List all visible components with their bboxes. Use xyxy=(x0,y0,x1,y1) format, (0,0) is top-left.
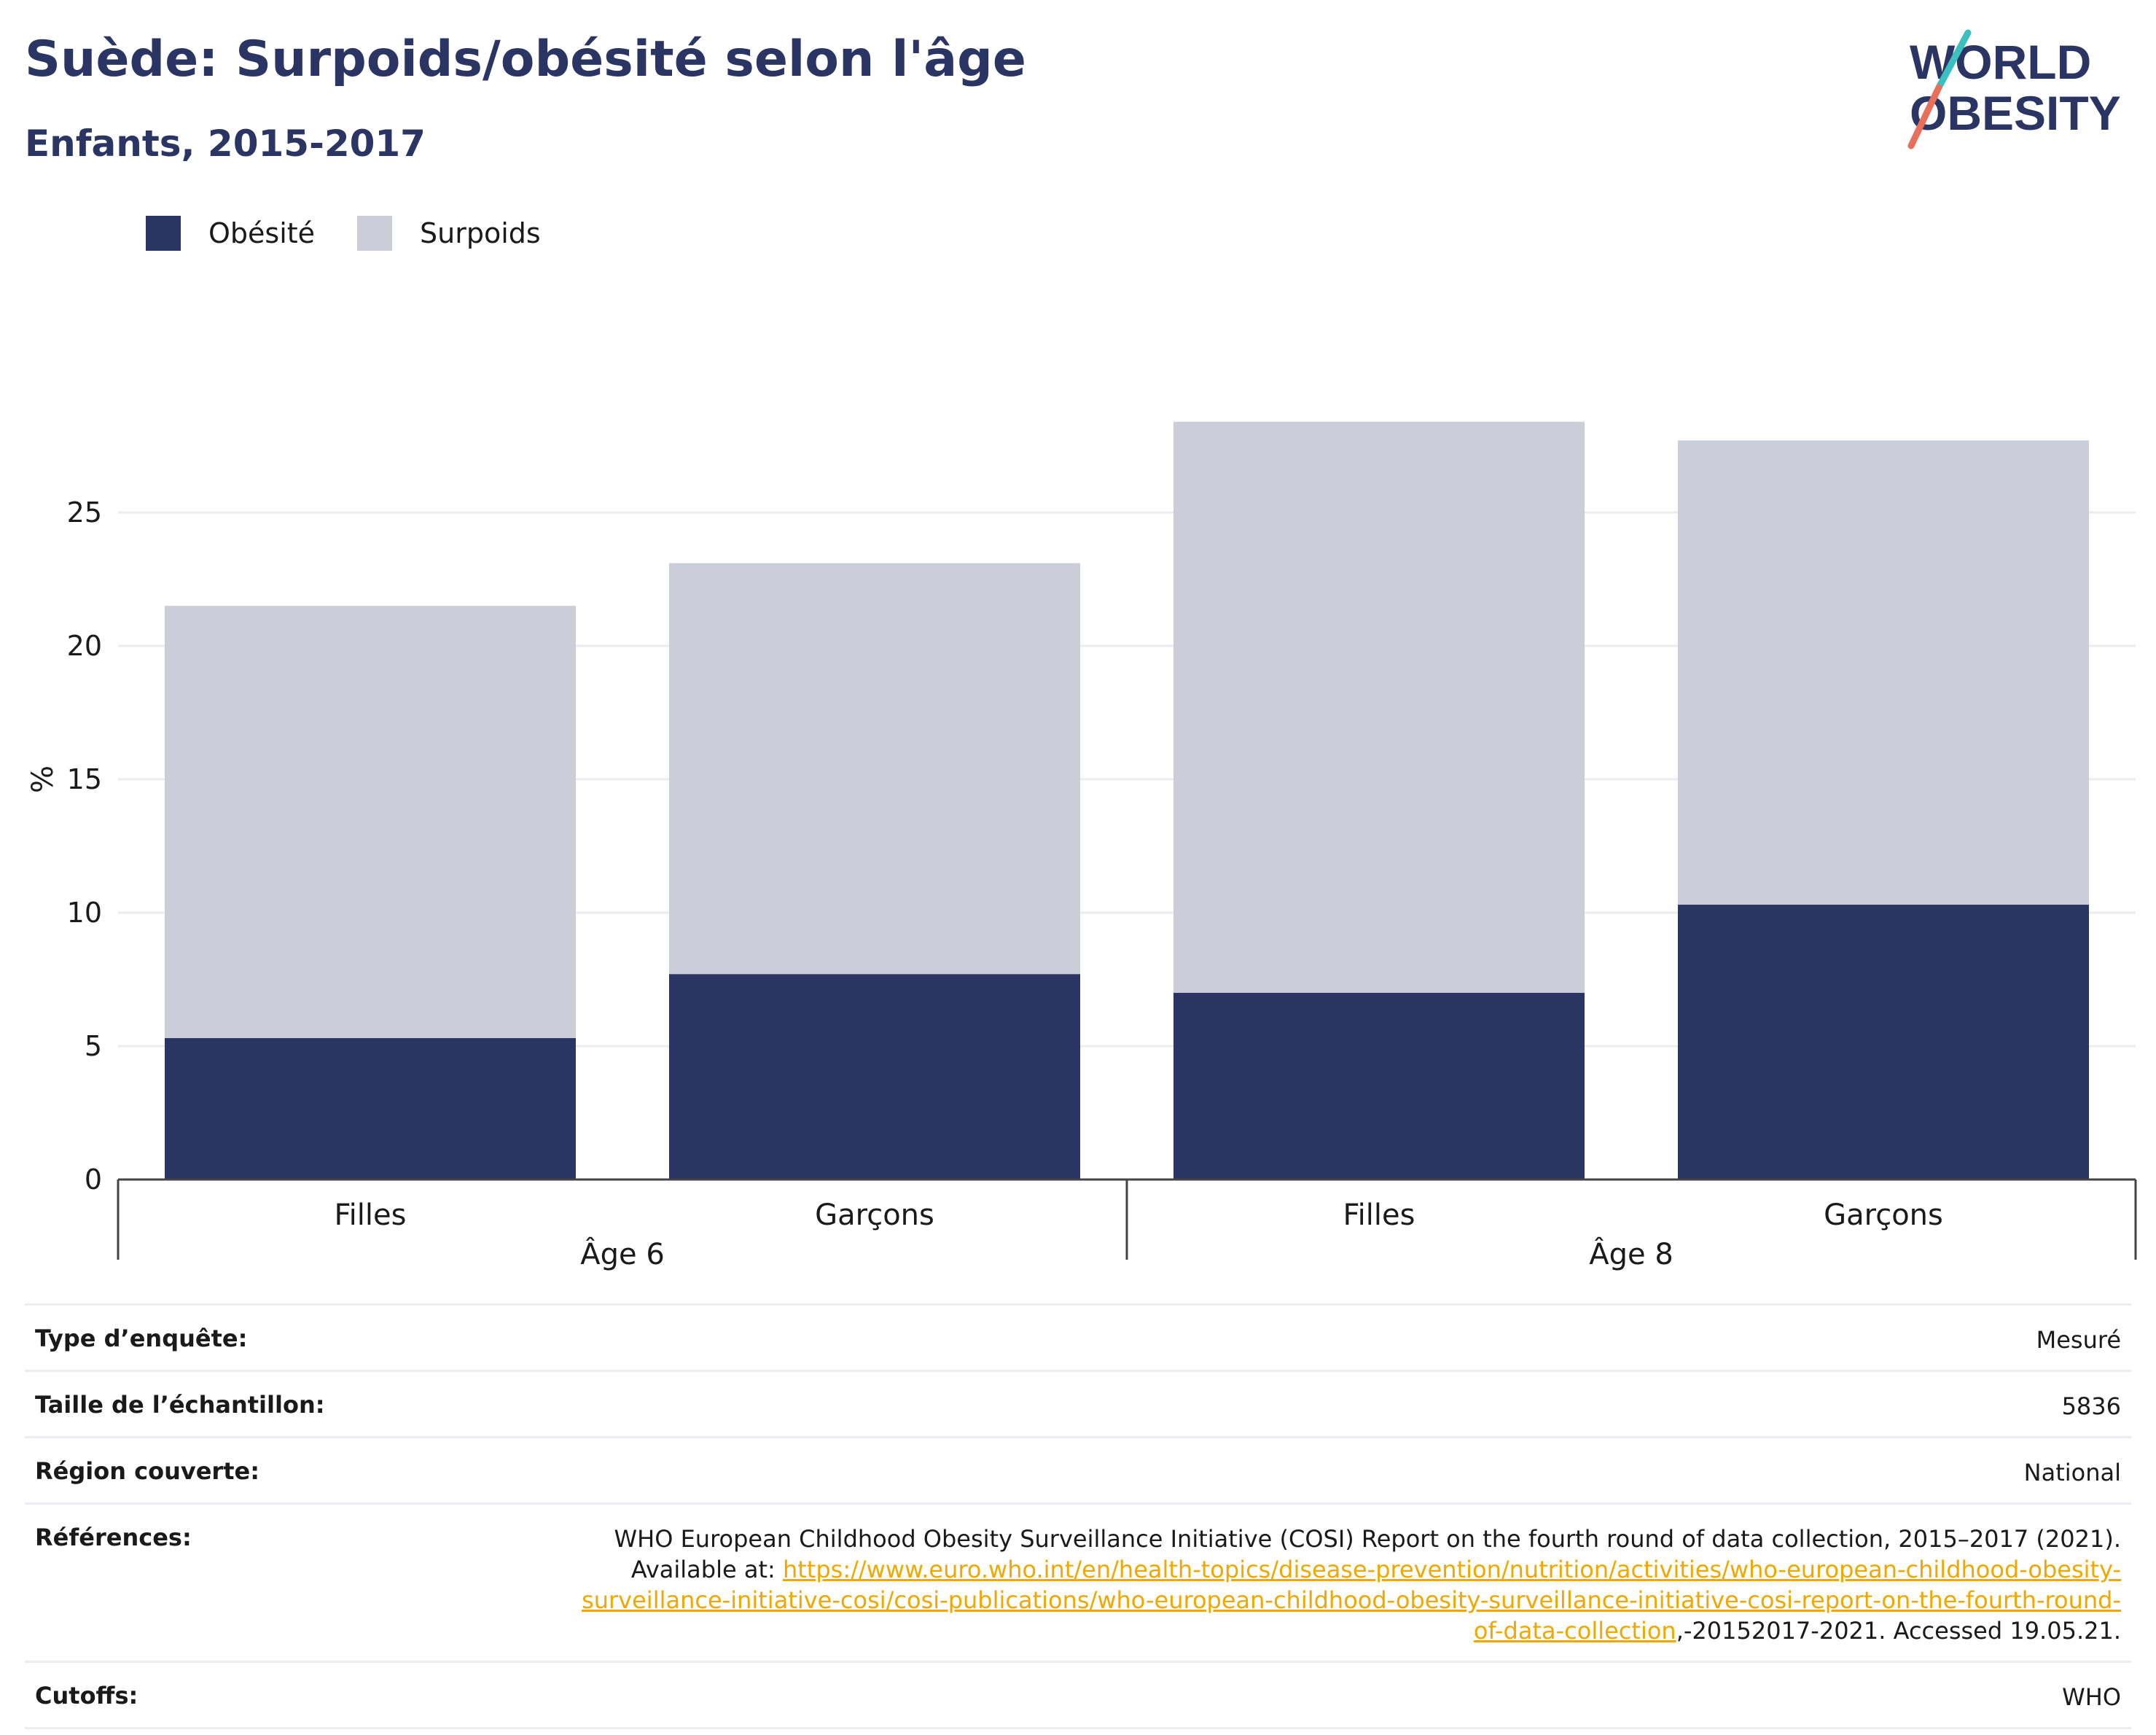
info-row-sample-size: Taille de l’échantillon: 5836 xyxy=(25,1370,2131,1436)
references-value: WHO European Childhood Obesity Surveilla… xyxy=(561,1524,2121,1646)
svg-text:WORLD: WORLD xyxy=(1910,35,2091,89)
info-row-references: Références: WHO European Childhood Obesi… xyxy=(25,1502,2131,1661)
survey-type-value: Mesuré xyxy=(2036,1326,2121,1354)
bar-surpoids xyxy=(1173,421,1585,993)
legend-label-obesite: Obésité xyxy=(208,217,316,249)
svg-text:OBESITY: OBESITY xyxy=(1910,86,2121,140)
y-tick-label: 10 xyxy=(67,897,102,929)
group-label: Âge 6 xyxy=(580,1236,665,1271)
region-value: National xyxy=(2023,1459,2121,1486)
y-axis-label: % xyxy=(26,765,60,793)
cutoffs-label: Cutoffs: xyxy=(35,1682,138,1709)
x-tick-label: Garçons xyxy=(1824,1198,1943,1232)
group-label: Âge 8 xyxy=(1589,1236,1673,1271)
info-row-survey-type: Type d’enquête: Mesuré xyxy=(25,1303,2131,1370)
survey-type-label: Type d’enquête: xyxy=(35,1325,248,1352)
references-link[interactable]: https://www.euro.who.int/en/health-topic… xyxy=(582,1556,2121,1645)
stacked-bar-chart: 0 5 10 15 20 25% Filles Garçons Filles Garçons Âge… xyxy=(26,421,2137,1271)
bar-obesite xyxy=(165,1038,576,1180)
references-accessed: ,-20152017-2021. Accessed 19.05.21. xyxy=(1676,1617,2121,1645)
y-tick-label: 15 xyxy=(67,763,102,795)
info-row-cutoffs: Cutoffs: WHO xyxy=(25,1661,2131,1729)
references-label: Références: xyxy=(35,1524,192,1551)
legend-label-surpoids: Surpoids xyxy=(420,217,541,249)
chart-legend: Obésité Surpoids xyxy=(146,216,583,251)
bar-surpoids xyxy=(669,563,1080,975)
y-tick-label: 0 xyxy=(85,1163,102,1196)
chart-subtitle: Enfants, 2015-2017 xyxy=(25,122,426,165)
legend-item-obesite[interactable]: Obésité xyxy=(146,216,315,251)
info-row-region: Région couverte: National xyxy=(25,1436,2131,1502)
legend-item-surpoids[interactable]: Surpoids xyxy=(357,216,541,251)
bar-obesite xyxy=(1173,992,1585,1180)
legend-swatch-surpoids xyxy=(357,216,393,251)
legend-swatch-obesite xyxy=(146,216,181,251)
x-tick-label: Filles xyxy=(335,1198,407,1232)
sample-size-value: 5836 xyxy=(2061,1392,2121,1420)
bar-surpoids xyxy=(165,606,576,1039)
bar-obesite xyxy=(669,974,1080,1180)
chart-title: Suède: Surpoids/obésité selon l'âge xyxy=(25,31,1026,88)
y-tick-label: 25 xyxy=(67,496,102,529)
region-label: Région couverte: xyxy=(35,1457,259,1485)
y-tick-label: 5 xyxy=(85,1030,102,1062)
x-tick-label: Filles xyxy=(1343,1198,1415,1232)
cutoffs-value: WHO xyxy=(2062,1683,2121,1711)
y-tick-label: 20 xyxy=(67,630,102,662)
bar-surpoids xyxy=(1678,440,2089,905)
x-tick-label: Garçons xyxy=(815,1198,934,1232)
references-text: WHO European Childhood Obesity Surveilla… xyxy=(614,1525,2122,1583)
survey-info-table: Type d’enquête: Mesuré Taille de l’échan… xyxy=(25,1303,2131,1729)
sample-size-label: Taille de l’échantillon: xyxy=(35,1391,325,1419)
world-obesity-logo: WORLD OBESITY xyxy=(1907,29,2121,149)
bar-obesite xyxy=(1678,905,2089,1180)
